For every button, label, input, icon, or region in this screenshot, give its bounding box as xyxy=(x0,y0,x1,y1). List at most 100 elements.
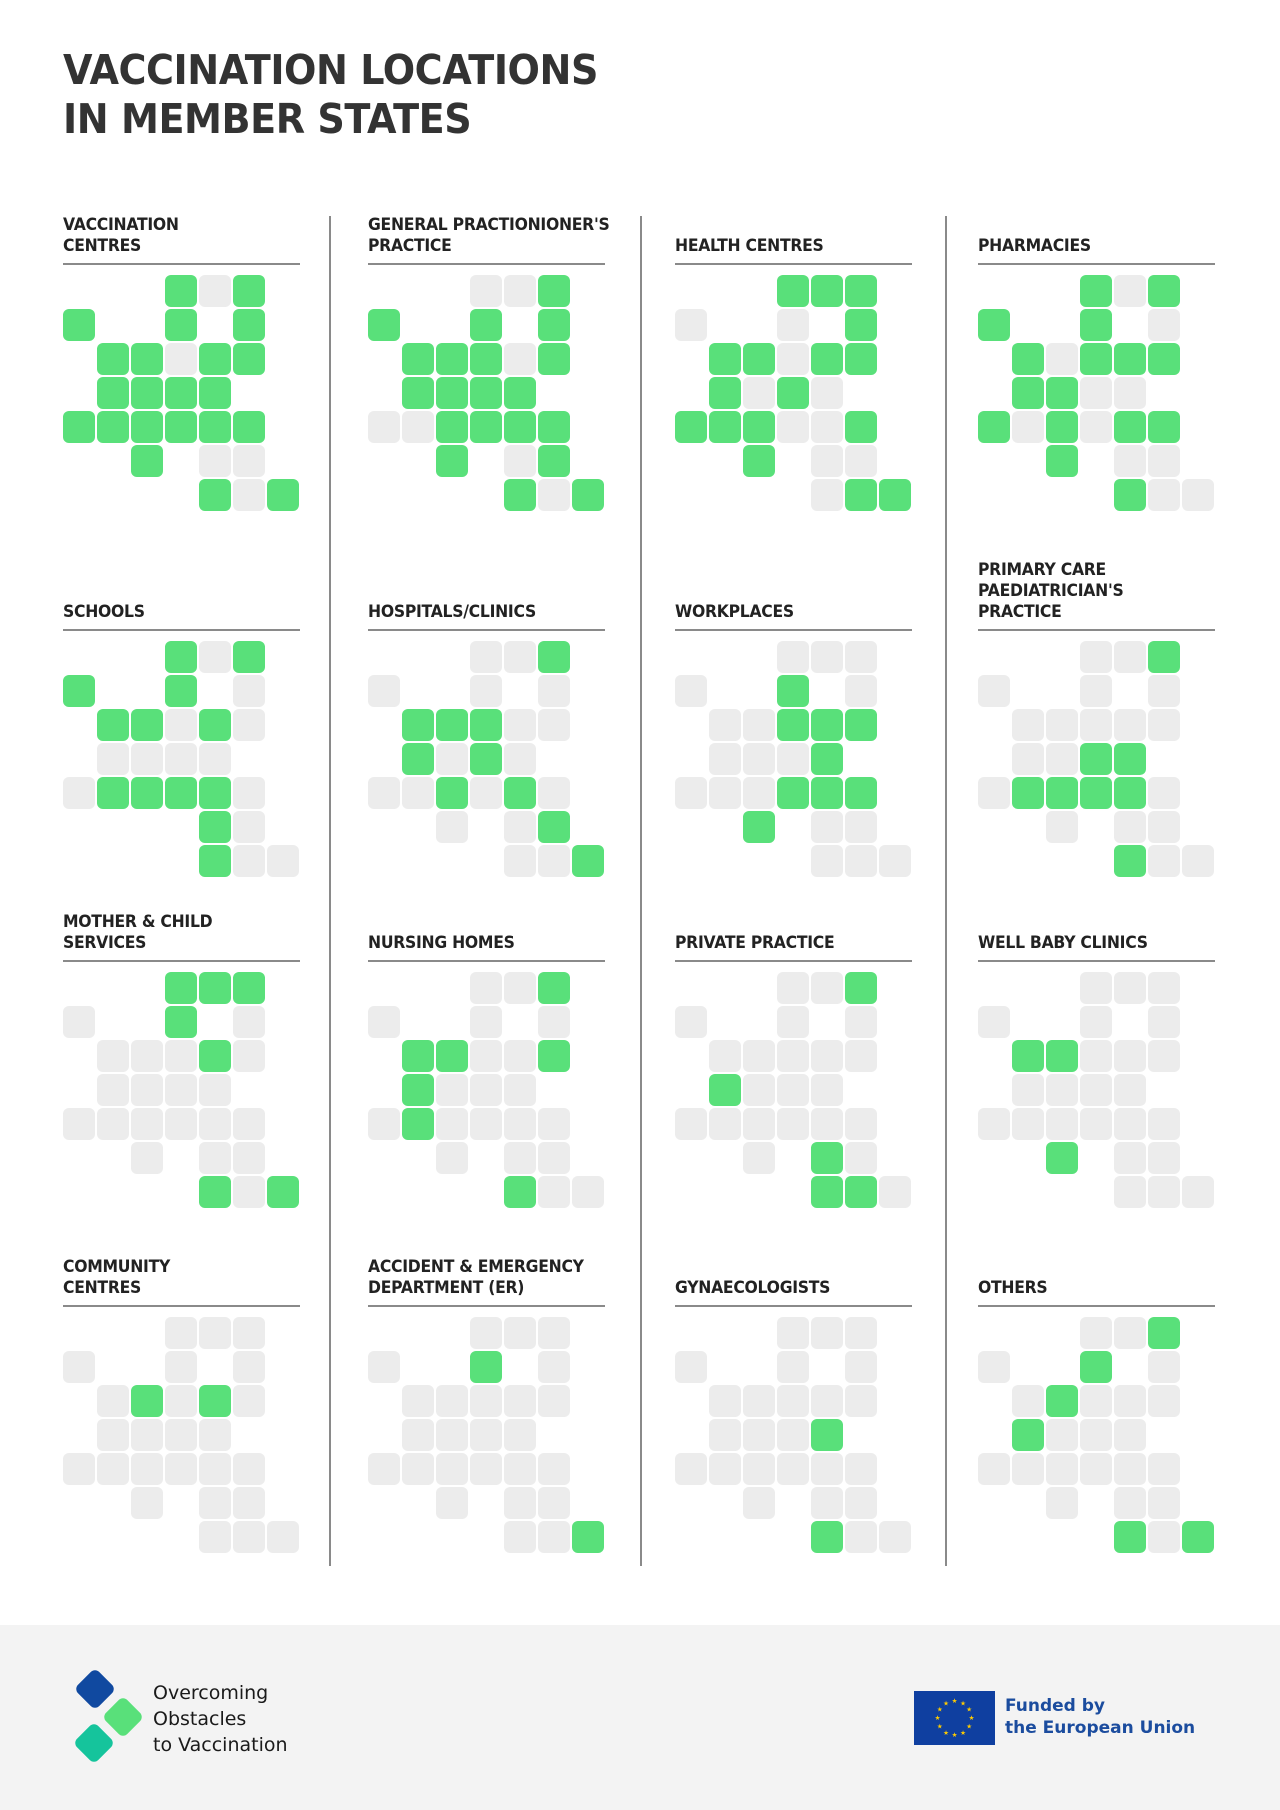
panel-rule xyxy=(675,263,912,265)
tile-no xyxy=(1080,1006,1112,1038)
tile-yes xyxy=(436,1040,468,1072)
panel-header: GENERAL PRACTIONIONER'S PRACTICE xyxy=(368,183,610,257)
tile-no xyxy=(1046,1419,1078,1451)
tile-no xyxy=(743,743,775,775)
panel-rule xyxy=(63,263,300,265)
tile-yes xyxy=(199,343,231,375)
tile-no xyxy=(1148,1142,1180,1174)
tile-no xyxy=(233,777,265,809)
tile-no xyxy=(63,1453,95,1485)
tile-no xyxy=(233,1142,265,1174)
tile-no xyxy=(777,411,809,443)
tile-no xyxy=(1148,1453,1180,1485)
tile-yes xyxy=(436,377,468,409)
tile-no xyxy=(233,1176,265,1208)
svg-text:★: ★ xyxy=(952,1731,958,1739)
tile-no xyxy=(675,777,707,809)
tile-no xyxy=(743,777,775,809)
tile-no xyxy=(470,1006,502,1038)
tile-no xyxy=(1114,1040,1146,1072)
tile-no xyxy=(165,343,197,375)
tile-no xyxy=(777,1385,809,1417)
tile-no xyxy=(1114,1142,1146,1174)
tile-no xyxy=(845,1351,877,1383)
tile-no xyxy=(199,1317,231,1349)
tile-no xyxy=(97,1453,129,1485)
tile-no xyxy=(1046,343,1078,375)
tile-yes xyxy=(165,377,197,409)
tile-no xyxy=(845,1317,877,1349)
tile-no xyxy=(845,845,877,877)
tile-map-grid xyxy=(63,641,303,881)
tile-no xyxy=(1114,445,1146,477)
tile-yes xyxy=(504,411,536,443)
tile-no xyxy=(165,1108,197,1140)
tile-yes xyxy=(709,411,741,443)
tile-no xyxy=(1114,1176,1146,1208)
tile-no xyxy=(1012,1108,1044,1140)
tile-no xyxy=(402,1419,434,1451)
tile-no xyxy=(1114,1419,1146,1451)
tile-no xyxy=(879,1176,911,1208)
tile-yes xyxy=(165,411,197,443)
tile-yes xyxy=(470,309,502,341)
tile-no xyxy=(1080,1419,1112,1451)
tile-map-grid xyxy=(63,1317,303,1557)
tile-map-grid xyxy=(675,275,915,515)
tile-no xyxy=(743,1419,775,1451)
tile-no xyxy=(538,1351,570,1383)
tile-no xyxy=(845,1487,877,1519)
panel-header: WELL BABY CLINICS xyxy=(978,880,1218,954)
tile-no xyxy=(504,1385,536,1417)
tile-no xyxy=(470,1385,502,1417)
panel-rule xyxy=(675,960,912,962)
tile-yes xyxy=(1012,343,1044,375)
tile-no xyxy=(845,1521,877,1553)
tile-no xyxy=(368,1453,400,1485)
tile-no xyxy=(538,1006,570,1038)
tile-no xyxy=(1114,709,1146,741)
tile-no xyxy=(1148,1351,1180,1383)
tile-yes xyxy=(470,343,502,375)
tile-no xyxy=(777,309,809,341)
tile-no xyxy=(1114,1317,1146,1349)
tile-no xyxy=(1080,1453,1112,1485)
tile-no xyxy=(811,479,843,511)
tile-yes xyxy=(709,343,741,375)
tile-yes xyxy=(743,811,775,843)
panel-rule xyxy=(368,1305,605,1307)
tile-no xyxy=(1148,845,1180,877)
tile-yes xyxy=(1046,445,1078,477)
tile-map-grid xyxy=(978,972,1218,1212)
tile-no xyxy=(709,743,741,775)
tile-no xyxy=(1148,1385,1180,1417)
tile-yes xyxy=(97,777,129,809)
tile-no xyxy=(504,709,536,741)
tile-no xyxy=(97,1419,129,1451)
tile-yes xyxy=(1046,777,1078,809)
tile-yes xyxy=(1080,309,1112,341)
tile-yes xyxy=(777,709,809,741)
tile-no xyxy=(1114,1108,1146,1140)
tile-no xyxy=(1148,1108,1180,1140)
tile-no xyxy=(811,1317,843,1349)
eu-flag-icon: ★ ★★★★★★★★★★★ xyxy=(914,1691,995,1745)
tile-no xyxy=(1046,811,1078,843)
tile-yes xyxy=(1148,1317,1180,1349)
tile-no xyxy=(1046,1487,1078,1519)
tile-yes xyxy=(199,1176,231,1208)
tile-no xyxy=(436,1108,468,1140)
tile-yes xyxy=(538,811,570,843)
tile-yes xyxy=(1080,275,1112,307)
tile-no xyxy=(402,1453,434,1485)
tile-yes xyxy=(199,811,231,843)
tile-no xyxy=(1046,743,1078,775)
column-divider-1 xyxy=(329,216,331,1566)
tile-no xyxy=(777,1351,809,1383)
tile-no xyxy=(709,1453,741,1485)
tile-no xyxy=(879,845,911,877)
tile-yes xyxy=(199,1385,231,1417)
tile-no xyxy=(199,275,231,307)
tile-no xyxy=(233,1040,265,1072)
tile-map-grid xyxy=(978,1317,1218,1557)
